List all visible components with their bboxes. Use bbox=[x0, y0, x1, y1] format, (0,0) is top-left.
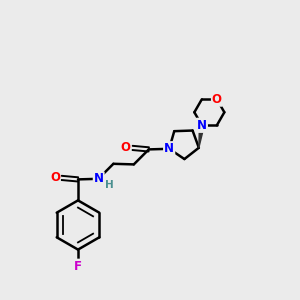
Text: O: O bbox=[121, 141, 131, 154]
Text: F: F bbox=[74, 260, 82, 273]
Text: H: H bbox=[104, 180, 113, 190]
Text: N: N bbox=[164, 142, 174, 155]
Text: N: N bbox=[197, 119, 207, 132]
Polygon shape bbox=[199, 125, 204, 148]
Text: O: O bbox=[212, 93, 222, 106]
Text: N: N bbox=[164, 142, 174, 155]
Text: N: N bbox=[197, 119, 207, 132]
Text: O: O bbox=[50, 171, 60, 184]
Text: N: N bbox=[94, 172, 104, 185]
